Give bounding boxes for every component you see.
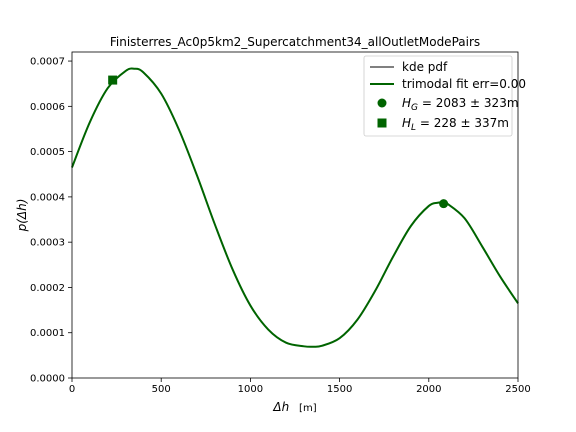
marker-h-l <box>108 75 118 85</box>
legend-hl-value: = 228 ± 337m <box>416 116 509 130</box>
y-axis: 0.0000 0.0001 0.0002 0.0003 0.0004 0.0005 0.00… <box>30 57 72 385</box>
axes-frame <box>71 51 519 379</box>
y-tick-label: 0.0004 <box>30 192 65 203</box>
x-tick-label: 1000 <box>238 384 263 395</box>
legend-label-hl: HL = 228 ± 337m <box>402 116 509 133</box>
legend-hg-value: = 2083 ± 323m <box>418 96 519 110</box>
x-tick-label: 500 <box>152 384 171 395</box>
x-tick-label: 0 <box>69 384 75 395</box>
x-axis-label: Δh [m] <box>272 400 316 414</box>
y-tick-label: 0.0000 <box>30 374 65 385</box>
y-tick-label: 0.0003 <box>30 238 65 249</box>
x-axis-symbol: Δh <box>272 400 289 414</box>
y-tick-label: 0.0007 <box>30 57 65 68</box>
plot-area <box>71 51 519 379</box>
legend: kde pdf trimodal fit err=0.00 HG = 2083 … <box>363 55 526 137</box>
y-axis-label: p(Δh) <box>15 199 29 233</box>
chart-title: Finisterres_Ac0p5km2_Supercatchment34_al… <box>110 35 480 49</box>
legend-hg-symbol: H <box>402 96 411 110</box>
y-tick-label: 0.0002 <box>30 283 65 294</box>
y-tick-label: 0.0005 <box>30 147 65 158</box>
x-tick-label: 2500 <box>505 384 530 395</box>
x-tick-label: 1500 <box>327 384 352 395</box>
legend-hl-subscript: L <box>411 123 416 133</box>
y-tick-label: 0.0001 <box>30 328 65 339</box>
legend-swatch-hg <box>377 98 387 108</box>
legend-label-kde: kde pdf <box>402 60 448 74</box>
x-axis: 0 500 1000 1500 2000 2500 <box>69 378 531 395</box>
legend-hl-symbol: H <box>402 116 411 130</box>
legend-box <box>363 55 513 137</box>
x-axis-unit: [m] <box>299 403 317 414</box>
legend-swatch-hl <box>377 118 387 128</box>
legend-hg-subscript: G <box>411 103 418 113</box>
legend-label-hg: HG = 2083 ± 323m <box>402 96 519 113</box>
marker-h-g <box>439 199 449 209</box>
x-tick-label: 2000 <box>416 384 441 395</box>
y-tick-label: 0.0006 <box>30 102 65 113</box>
y-axis-symbol: p(Δh) <box>15 199 29 233</box>
legend-label-fit: trimodal fit err=0.00 <box>402 77 526 91</box>
marker-layer <box>108 75 449 209</box>
